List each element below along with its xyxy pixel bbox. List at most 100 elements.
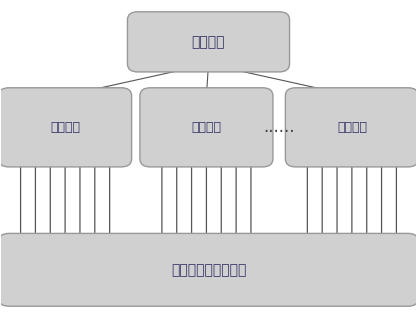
- Point: [362, 114, 368, 119]
- Point: [239, 248, 246, 253]
- Point: [126, 253, 133, 258]
- Point: [59, 150, 66, 155]
- Point: [257, 139, 264, 144]
- Point: [90, 263, 97, 268]
- Point: [162, 263, 169, 268]
- Point: [211, 98, 217, 103]
- Point: [106, 248, 112, 253]
- Point: [116, 129, 123, 134]
- Point: [208, 39, 215, 44]
- Point: [59, 242, 66, 247]
- Point: [241, 108, 248, 114]
- Point: [190, 134, 197, 139]
- Point: [70, 150, 76, 155]
- Point: [327, 258, 333, 263]
- Point: [178, 34, 184, 39]
- Point: [311, 248, 318, 253]
- Point: [305, 108, 311, 114]
- Point: [383, 253, 390, 258]
- Point: [336, 98, 342, 103]
- Point: [211, 114, 217, 119]
- Point: [260, 263, 266, 268]
- Point: [315, 103, 322, 108]
- Point: [162, 34, 169, 39]
- Point: [180, 98, 186, 103]
- Point: [178, 263, 184, 268]
- Point: [382, 103, 389, 108]
- Point: [162, 45, 169, 50]
- Point: [214, 34, 221, 39]
- Point: [367, 114, 373, 119]
- Point: [270, 29, 277, 34]
- Point: [346, 139, 353, 144]
- Point: [28, 284, 35, 289]
- Point: [33, 273, 40, 279]
- Point: [175, 108, 181, 114]
- Point: [310, 98, 317, 103]
- Point: [211, 144, 217, 149]
- Point: [315, 150, 322, 155]
- Point: [280, 248, 287, 253]
- Point: [346, 124, 353, 129]
- FancyBboxPatch shape: [285, 88, 417, 167]
- Point: [175, 134, 181, 139]
- Point: [367, 119, 373, 124]
- Point: [377, 119, 384, 124]
- Point: [116, 242, 123, 247]
- Point: [286, 279, 292, 284]
- Point: [357, 263, 364, 268]
- Point: [100, 144, 107, 149]
- Point: [356, 139, 363, 144]
- Point: [44, 253, 50, 258]
- Point: [255, 24, 261, 29]
- Point: [131, 263, 138, 268]
- Point: [159, 119, 166, 124]
- Point: [399, 253, 405, 258]
- Point: [180, 114, 186, 119]
- Point: [175, 129, 181, 134]
- Point: [255, 55, 261, 60]
- Point: [33, 108, 40, 114]
- Point: [203, 279, 210, 284]
- Point: [49, 129, 55, 134]
- Point: [157, 242, 163, 247]
- Point: [59, 279, 66, 284]
- Point: [245, 39, 251, 44]
- Point: [152, 268, 158, 273]
- Point: [402, 144, 409, 149]
- Point: [226, 150, 233, 155]
- Point: [172, 273, 179, 279]
- Point: [388, 284, 395, 289]
- Point: [147, 50, 153, 55]
- Point: [399, 273, 405, 279]
- Point: [351, 114, 358, 119]
- Point: [260, 242, 266, 247]
- Point: [270, 34, 277, 39]
- Point: [185, 139, 192, 144]
- Point: [347, 268, 354, 273]
- Point: [236, 129, 243, 134]
- Point: [260, 253, 266, 258]
- Point: [388, 248, 395, 253]
- Point: [152, 39, 159, 44]
- Point: [257, 114, 264, 119]
- Point: [362, 144, 368, 149]
- Point: [18, 284, 25, 289]
- Point: [198, 45, 205, 50]
- Point: [317, 289, 323, 294]
- Point: [387, 124, 394, 129]
- Point: [80, 253, 86, 258]
- Point: [219, 34, 226, 39]
- Point: [392, 139, 399, 144]
- Point: [265, 39, 272, 44]
- Point: [311, 242, 318, 247]
- Point: [286, 263, 292, 268]
- Point: [33, 263, 40, 268]
- Point: [39, 242, 45, 247]
- Point: [136, 268, 143, 273]
- Point: [373, 258, 379, 263]
- Point: [317, 273, 323, 279]
- Point: [183, 279, 189, 284]
- Point: [239, 273, 246, 279]
- Point: [44, 114, 50, 119]
